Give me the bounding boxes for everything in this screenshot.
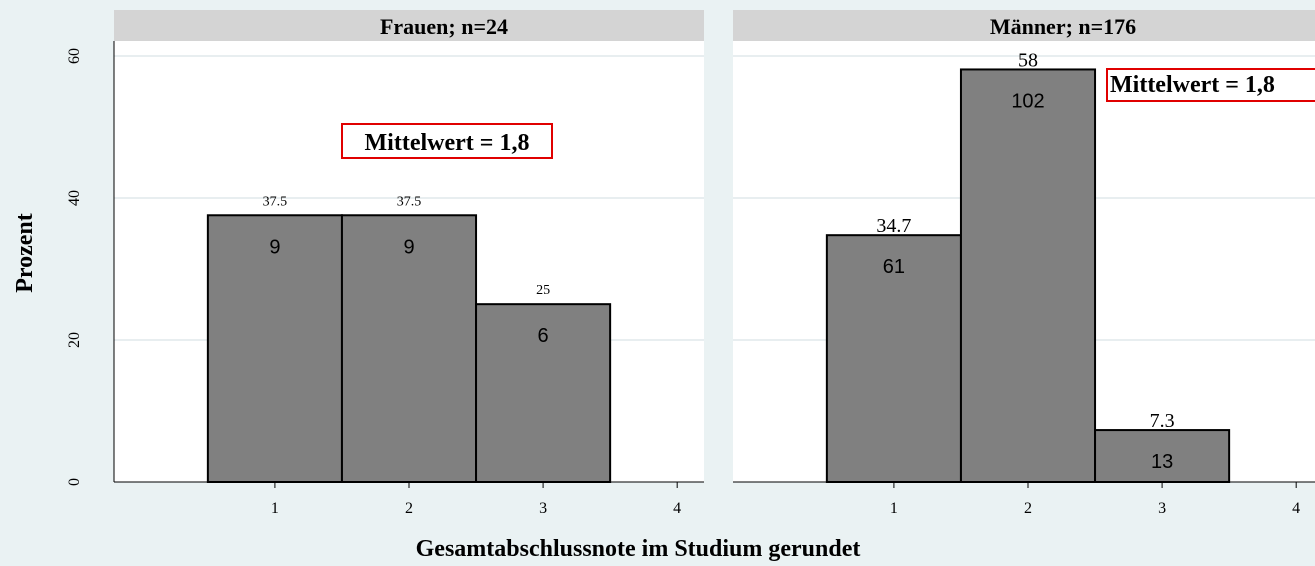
y-tick-20: 20 <box>66 332 83 348</box>
percent-label: 37.5 <box>397 194 422 209</box>
mean-box-maenner <box>1106 68 1315 102</box>
y-tick-0: 0 <box>66 478 83 486</box>
percent-label: 25 <box>536 283 550 298</box>
y-axis-title: Prozent <box>12 213 38 293</box>
x-tick-label: 1 <box>890 500 898 517</box>
bar-maenner-2 <box>959 68 1097 484</box>
count-label: 102 <box>1011 90 1044 112</box>
x-tick-label: 4 <box>673 500 681 517</box>
x-tick-label: 3 <box>539 500 547 517</box>
bar-labels-frauen: 37.5 9 37.5 9 25 6 <box>263 194 550 347</box>
bar-labels-maenner: 34.7 61 58 102 7.3 13 <box>876 49 1174 473</box>
x-ticks-frauen: 1 2 3 4 <box>271 482 681 517</box>
x-tick-label: 2 <box>405 500 413 517</box>
bars-maenner <box>825 68 1231 484</box>
y-axis: 0 20 40 60 <box>66 48 83 486</box>
count-label: 13 <box>1151 451 1173 473</box>
facet-strip-frauen <box>114 10 704 41</box>
panel-frauen: Frauen; n=24 37.5 9 37.5 9 25 6 1 2 3 4 Mittelwe… <box>113 10 704 517</box>
mean-label-maenner: Mittelwert = 1,8 <box>1110 72 1275 98</box>
count-label: 61 <box>883 256 905 278</box>
bar-maenner-1 <box>825 234 962 483</box>
count-label: 6 <box>538 325 549 347</box>
panel-maenner: Männer; n=176 34.7 61 58 102 7.3 13 1 2 3 4 Mitt… <box>733 10 1315 517</box>
percent-label: 58 <box>1018 49 1038 71</box>
count-label: 9 <box>269 236 280 258</box>
x-ticks-maenner: 1 2 3 4 <box>890 482 1300 517</box>
percent-label: 7.3 <box>1150 410 1175 432</box>
x-tick-label: 3 <box>1158 500 1166 517</box>
y-tick-60: 60 <box>66 48 83 64</box>
facet-title-frauen: Frauen; n=24 <box>380 14 508 39</box>
facet-title-maenner: Männer; n=176 <box>990 14 1136 39</box>
x-tick-label: 1 <box>271 500 279 517</box>
bars-frauen <box>206 214 612 484</box>
y-tick-40: 40 <box>66 190 83 206</box>
count-label: 9 <box>403 236 414 258</box>
x-axis-title: Gesamtabschlussnote im Studium gerundet <box>416 536 861 562</box>
x-tick-label: 2 <box>1024 500 1032 517</box>
facet-strip-maenner <box>733 10 1315 41</box>
percent-label: 34.7 <box>876 215 911 237</box>
percent-label: 37.5 <box>263 194 288 209</box>
mean-label-frauen: Mittelwert = 1,8 <box>365 130 530 156</box>
mean-box-frauen <box>341 123 553 159</box>
x-tick-label: 4 <box>1292 500 1300 517</box>
